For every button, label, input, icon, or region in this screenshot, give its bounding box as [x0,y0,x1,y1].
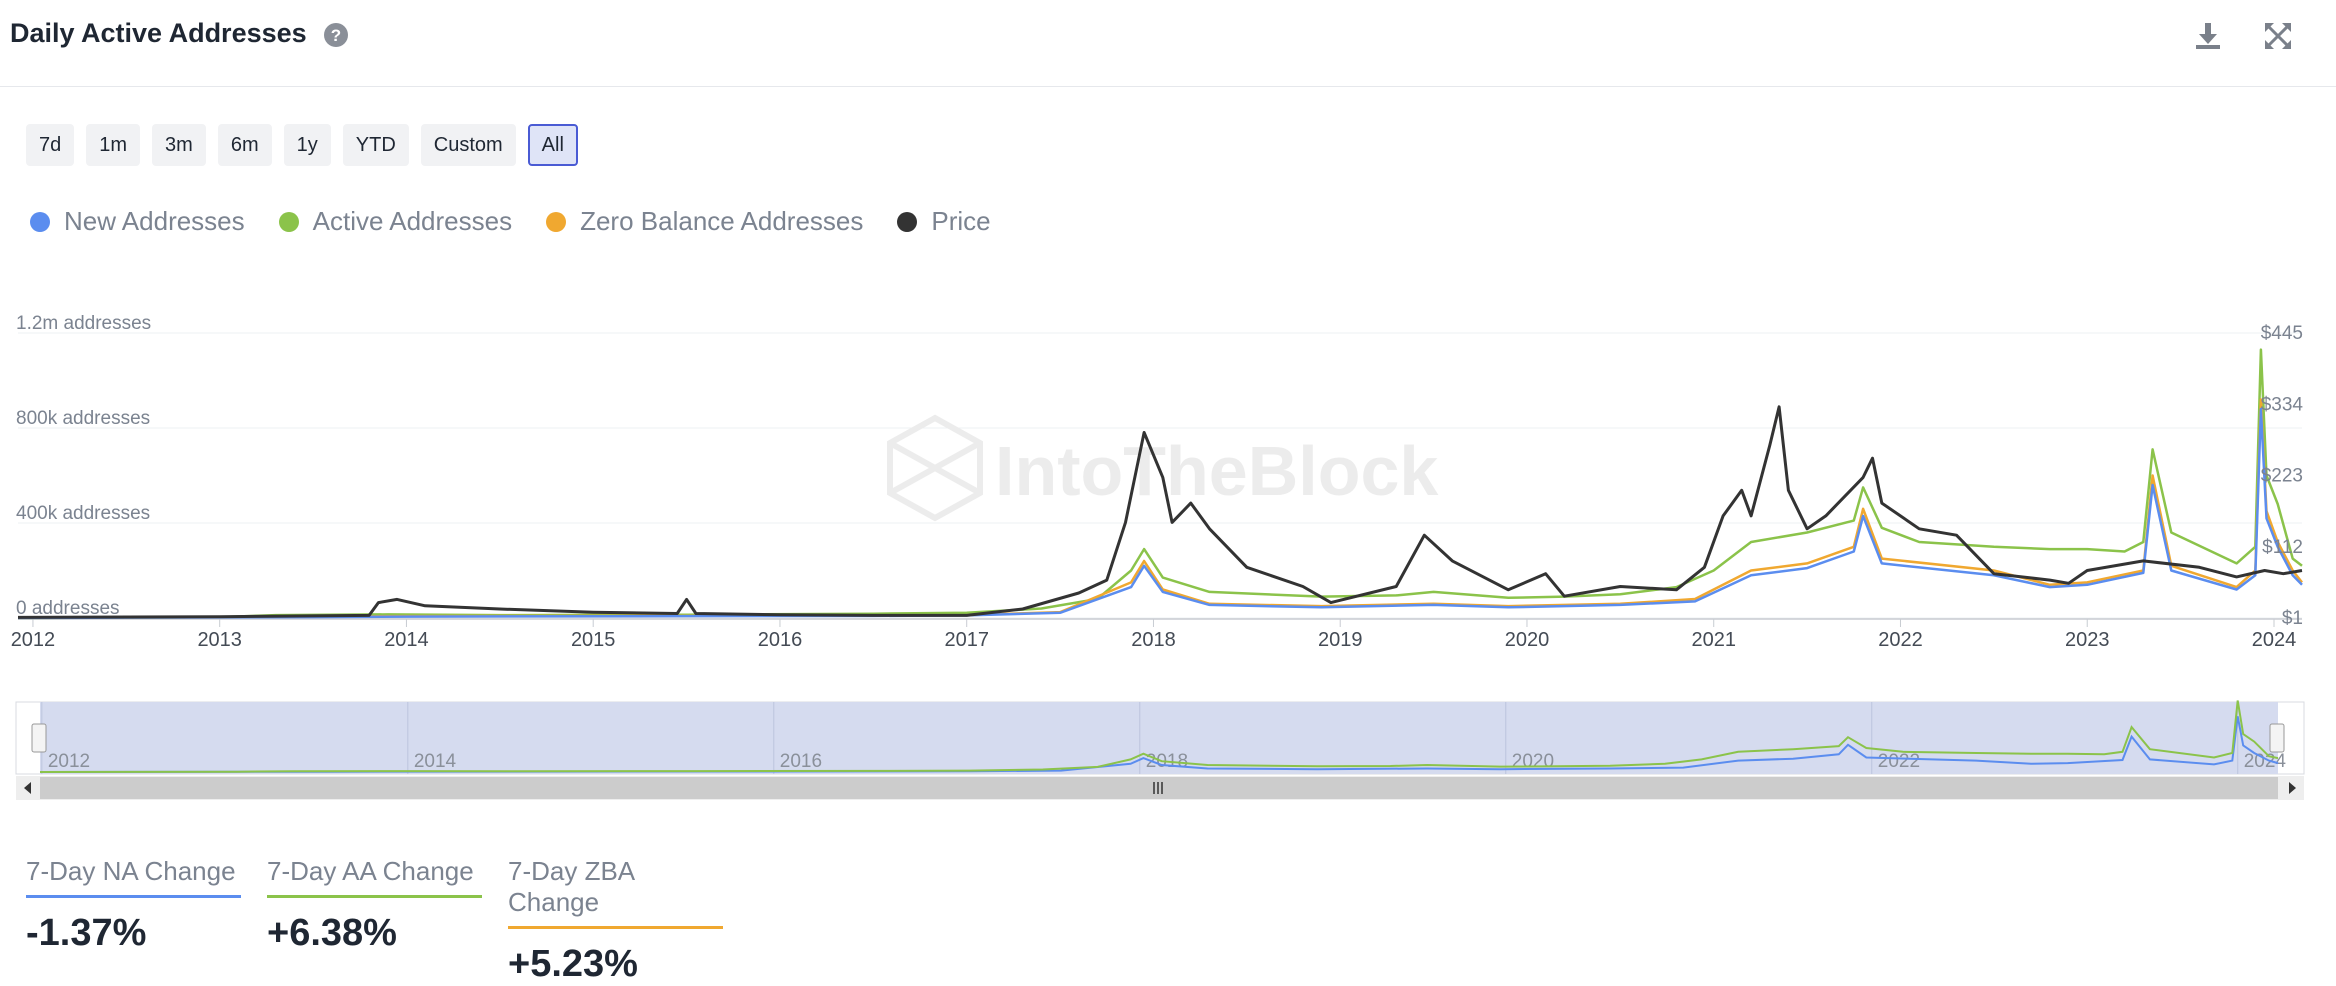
range-button-ytd[interactable]: YTD [342,124,409,166]
stat-aa-change: 7-Day AA Change +6.38% [267,856,482,986]
x-tick-label: 2020 [1505,629,1550,651]
range-button-1m[interactable]: 1m [86,124,141,166]
y-right-tick-label: $1 [2282,608,2303,629]
range-button-3m[interactable]: 3m [152,124,206,166]
svg-text:?: ? [331,26,341,45]
legend-label: New Addresses [64,206,245,236]
y-left-tick-label: 0 addresses [16,598,120,619]
download-icon[interactable] [2192,20,2224,52]
legend-item-active-addresses[interactable]: Active Addresses [278,206,513,237]
page-title: Daily Active Addresses [10,18,307,48]
legend-label: Price [931,206,991,236]
navigator-tick-label: 2022 [1878,751,1920,772]
y-left-tick-label: 1.2m addresses [16,313,151,334]
y-left-tick-label: 800k addresses [16,408,150,429]
stat-value: +5.23% [508,943,638,985]
stat-zba-change: 7-Day ZBA Change +5.23% [508,856,723,986]
x-tick-label: 2024 [2252,629,2297,651]
y-left-tick-label: 400k addresses [16,503,150,524]
range-selector: 7d 1m 3m 6m 1y YTD Custom All [26,124,578,168]
y-right-tick-label: $223 [2261,466,2303,487]
stats-panel: 7-Day NA Change -1.37% 7-Day AA Change +… [26,856,723,986]
scrollbar-grip-icon[interactable] [1153,782,1163,794]
navigator-tick-label: 2016 [780,751,822,772]
range-button-custom[interactable]: Custom [420,124,516,166]
navigator-tick-label: 2014 [414,751,457,772]
legend-dot-icon [30,211,50,232]
navigator[interactable]: 2012 2014 2016 2018 2020 2022 2024 [0,700,2336,805]
y-right-tick-label: $334 [2261,394,2304,415]
x-tick-label: 2012 [11,629,56,651]
watermark-text: IntoTheBlock [995,432,1438,510]
scroll-right-icon[interactable] [2289,782,2296,794]
stat-label: 7-Day ZBA Change [508,856,723,929]
navigator-line-active-addresses [39,700,2279,773]
x-tick-label: 2023 [2065,629,2110,651]
legend-dot-icon [278,211,299,232]
chart-header: Daily Active Addresses ? [0,0,2336,87]
help-icon[interactable]: ? [323,22,349,48]
stat-value: +6.38% [267,912,397,954]
stat-label: 7-Day NA Change [26,856,241,898]
range-button-7d[interactable]: 7d [26,124,75,166]
legend-label: Zero Balance Addresses [580,206,864,236]
navigator-right-handle[interactable] [2269,723,2285,753]
watermark: IntoTheBlock [887,414,1438,522]
x-tick-label: 2015 [571,629,616,651]
navigator-scrollbar-thumb[interactable] [40,777,2278,799]
x-tick-label: 2019 [1318,629,1363,651]
x-tick-label: 2022 [1878,629,1923,651]
legend-dot-icon [546,211,567,232]
x-tick-label: 2016 [758,629,803,651]
stat-na-change: 7-Day NA Change -1.37% [26,856,241,986]
navigator-tick-label: 2012 [48,751,90,772]
range-button-6m[interactable]: 6m [217,124,272,166]
fullscreen-icon[interactable] [2262,20,2294,52]
legend-label: Active Addresses [312,206,513,236]
legend-item-new-addresses[interactable]: New Addresses [30,206,245,237]
navigator-left-handle[interactable] [31,723,47,753]
stat-value: -1.37% [26,912,147,954]
range-button-all[interactable]: All [527,124,578,166]
legend-item-price[interactable]: Price [897,206,991,237]
scroll-left-icon[interactable] [24,782,31,794]
y-right-tick-label: $445 [2261,323,2303,344]
y-right-tick-label: $112 [2262,537,2303,558]
series-line-new-addresses[interactable] [17,407,2303,620]
x-tick-label: 2013 [197,629,242,651]
series-line-active-addresses[interactable] [17,348,2303,620]
chart-legend: New Addresses Active Addresses Zero Bala… [30,206,991,237]
main-chart[interactable]: IntoTheBlock 0 addresses 400k addresses 80… [0,300,2336,680]
legend-item-zero-balance-addresses[interactable]: Zero Balance Addresses [546,206,863,237]
legend-dot-icon [897,211,918,232]
x-tick-label: 2018 [1131,629,1176,651]
navigator-tick-label: 2024 [2244,751,2287,772]
x-tick-label: 2021 [1691,629,1736,651]
range-button-1y[interactable]: 1y [283,124,331,166]
x-tick-label: 2017 [944,629,989,651]
navigator-selection[interactable] [40,702,2278,774]
series-line-price[interactable] [17,405,2303,619]
x-tick-label: 2014 [384,629,429,651]
stat-label: 7-Day AA Change [267,856,482,898]
navigator-line-new-addresses [39,716,2279,773]
